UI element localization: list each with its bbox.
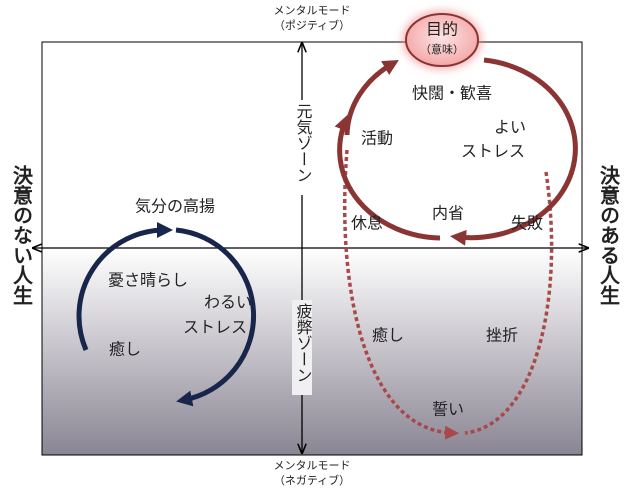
zone-label: 元気ゾーン xyxy=(294,103,313,183)
node-label: 気分の高揚 xyxy=(135,197,215,216)
cycle-arrow xyxy=(175,227,256,407)
node-label: 誓い xyxy=(432,400,464,419)
goal-text: 目的 xyxy=(426,20,458,39)
node-label: 挫折 xyxy=(486,326,518,345)
node-label: 休息 xyxy=(351,214,383,233)
node-label: わるい xyxy=(204,293,252,312)
dotted-arrow xyxy=(464,171,554,435)
node-label: 憂さ晴らし xyxy=(108,271,188,290)
node-label: 癒し xyxy=(109,340,141,359)
bottom-label: メンタルモード xyxy=(274,459,351,472)
zone-label: 疲弊ゾーン xyxy=(294,303,313,383)
node-label: 失敗 xyxy=(511,214,543,233)
node-label: 快闊・歓喜 xyxy=(412,84,492,103)
bottom-label: （ネガティブ） xyxy=(274,473,350,487)
top-label: （ポジティブ） xyxy=(274,18,350,32)
zone-bg xyxy=(292,100,312,195)
goal-text: （意味） xyxy=(420,42,464,56)
node-label: 癒し xyxy=(372,326,404,345)
cycle-arrow xyxy=(76,222,173,351)
goal xyxy=(405,13,479,67)
node-label: ストレス xyxy=(183,318,247,337)
zone-bg xyxy=(292,300,312,395)
cycle-arrow xyxy=(450,57,578,246)
node-label: 活動 xyxy=(361,129,393,148)
cycle-arrow xyxy=(334,114,441,241)
left-label: 決意のない人生 xyxy=(10,164,34,305)
right-label: 決意のある人生 xyxy=(597,164,621,305)
dotted-arrow xyxy=(343,149,459,440)
top-label: メンタルモード xyxy=(274,4,351,17)
node-label: よい xyxy=(494,118,526,137)
node-label: ストレス xyxy=(461,142,525,161)
node-label: 内省 xyxy=(432,204,464,223)
